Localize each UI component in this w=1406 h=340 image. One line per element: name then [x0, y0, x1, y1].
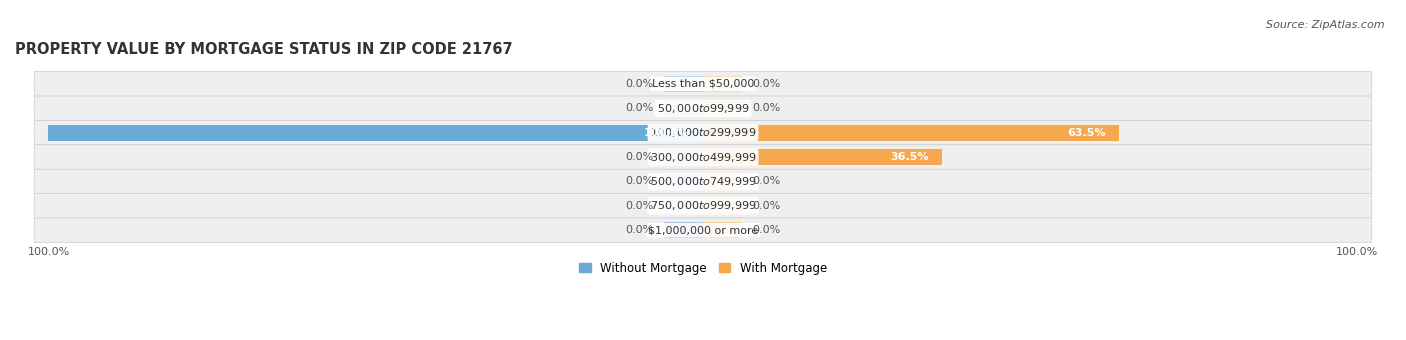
Text: 100.0%: 100.0%	[644, 128, 690, 138]
Text: $300,000 to $499,999: $300,000 to $499,999	[650, 151, 756, 164]
Text: $50,000 to $99,999: $50,000 to $99,999	[657, 102, 749, 115]
Text: $1,000,000 or more: $1,000,000 or more	[648, 225, 758, 235]
Text: 0.0%: 0.0%	[752, 201, 780, 211]
Text: 0.0%: 0.0%	[626, 103, 654, 113]
Bar	[703, 100, 742, 116]
Bar	[703, 198, 742, 214]
Text: 0.0%: 0.0%	[626, 225, 654, 235]
Bar	[664, 76, 703, 92]
Bar	[703, 173, 742, 189]
Text: PROPERTY VALUE BY MORTGAGE STATUS IN ZIP CODE 21767: PROPERTY VALUE BY MORTGAGE STATUS IN ZIP…	[15, 42, 513, 57]
Text: 0.0%: 0.0%	[752, 176, 780, 186]
Text: 0.0%: 0.0%	[752, 79, 780, 89]
Text: 63.5%: 63.5%	[1067, 128, 1107, 138]
Text: 0.0%: 0.0%	[626, 152, 654, 162]
Text: 36.5%: 36.5%	[890, 152, 929, 162]
Bar	[703, 76, 742, 92]
Bar	[703, 222, 742, 238]
Text: 100.0%: 100.0%	[1336, 247, 1378, 257]
Text: 0.0%: 0.0%	[752, 225, 780, 235]
Legend: Without Mortgage, With Mortgage: Without Mortgage, With Mortgage	[574, 257, 832, 279]
Bar	[48, 125, 703, 141]
Text: 100.0%: 100.0%	[28, 247, 70, 257]
FancyBboxPatch shape	[34, 218, 1372, 242]
Text: 0.0%: 0.0%	[626, 176, 654, 186]
Text: 0.0%: 0.0%	[626, 201, 654, 211]
Text: Source: ZipAtlas.com: Source: ZipAtlas.com	[1267, 20, 1385, 30]
Bar	[664, 198, 703, 214]
FancyBboxPatch shape	[34, 169, 1372, 194]
FancyBboxPatch shape	[34, 193, 1372, 218]
Text: $750,000 to $999,999: $750,000 to $999,999	[650, 199, 756, 212]
Bar	[664, 222, 703, 238]
FancyBboxPatch shape	[34, 96, 1372, 121]
Text: $500,000 to $749,999: $500,000 to $749,999	[650, 175, 756, 188]
FancyBboxPatch shape	[34, 120, 1372, 145]
Bar	[703, 125, 1119, 141]
FancyBboxPatch shape	[34, 145, 1372, 169]
Text: 0.0%: 0.0%	[752, 103, 780, 113]
Bar	[664, 149, 703, 165]
Bar	[703, 149, 942, 165]
Bar	[664, 173, 703, 189]
Text: $100,000 to $299,999: $100,000 to $299,999	[650, 126, 756, 139]
Text: Less than $50,000: Less than $50,000	[652, 79, 754, 89]
FancyBboxPatch shape	[34, 72, 1372, 96]
Bar	[664, 100, 703, 116]
Text: 0.0%: 0.0%	[626, 79, 654, 89]
